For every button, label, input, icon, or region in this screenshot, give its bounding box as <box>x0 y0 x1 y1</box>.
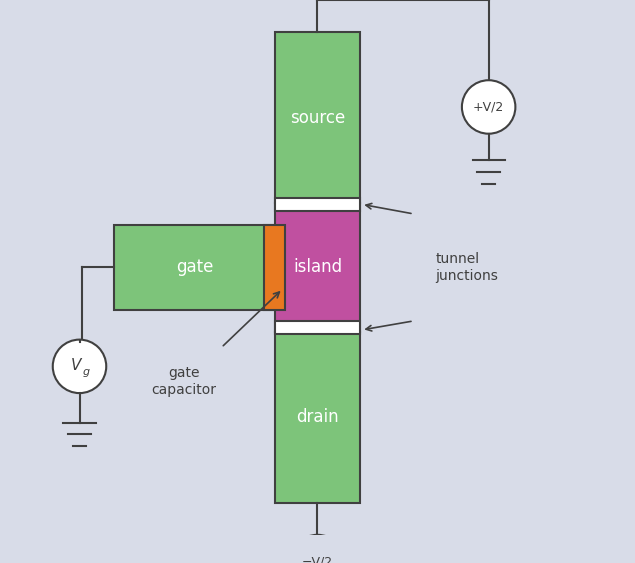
Text: $g$: $g$ <box>82 367 91 379</box>
Text: tunnel
junctions: tunnel junctions <box>435 252 498 283</box>
Text: gate
capacitor: gate capacitor <box>151 367 217 396</box>
Circle shape <box>53 339 106 393</box>
Text: +V/2: +V/2 <box>473 100 504 114</box>
Text: −V/2: −V/2 <box>302 555 333 563</box>
Text: gate: gate <box>176 258 213 276</box>
Text: drain: drain <box>296 408 339 426</box>
FancyBboxPatch shape <box>114 225 275 310</box>
FancyBboxPatch shape <box>275 321 360 334</box>
Circle shape <box>462 80 516 133</box>
Text: island: island <box>293 258 342 276</box>
FancyBboxPatch shape <box>275 198 360 211</box>
FancyBboxPatch shape <box>275 32 360 203</box>
Text: source: source <box>290 109 345 127</box>
FancyBboxPatch shape <box>275 203 360 332</box>
FancyBboxPatch shape <box>275 332 360 503</box>
Circle shape <box>291 535 344 563</box>
FancyBboxPatch shape <box>264 225 285 310</box>
Text: $V$: $V$ <box>70 358 83 373</box>
